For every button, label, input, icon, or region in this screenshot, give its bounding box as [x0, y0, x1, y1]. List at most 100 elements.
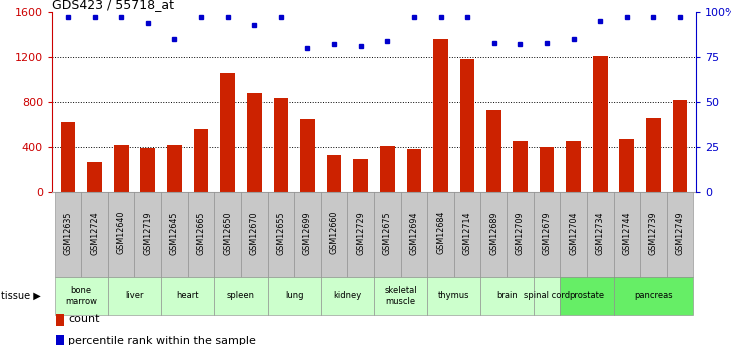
Text: GSM12650: GSM12650: [223, 211, 232, 255]
Bar: [560, 192, 587, 277]
Text: GSM12640: GSM12640: [117, 211, 126, 255]
Bar: [300, 119, 315, 192]
Text: GSM12734: GSM12734: [596, 211, 605, 255]
Bar: [613, 192, 640, 277]
Text: GSM12670: GSM12670: [250, 211, 259, 255]
Bar: [640, 192, 667, 277]
Bar: [321, 192, 347, 277]
Bar: [374, 192, 401, 277]
Text: GSM12744: GSM12744: [622, 211, 632, 255]
Bar: [161, 192, 188, 277]
Bar: [480, 192, 507, 277]
Text: GSM12749: GSM12749: [675, 211, 684, 255]
Text: kidney: kidney: [333, 292, 362, 300]
Text: percentile rank within the sample: percentile rank within the sample: [68, 335, 256, 345]
Bar: [667, 192, 693, 277]
Bar: [374, 277, 427, 315]
Text: bone
marrow: bone marrow: [65, 286, 97, 306]
Bar: [327, 155, 341, 192]
Bar: [460, 59, 474, 192]
Text: GSM12660: GSM12660: [330, 211, 338, 255]
Text: spleen: spleen: [227, 292, 255, 300]
Bar: [433, 39, 448, 192]
Text: GSM12704: GSM12704: [569, 211, 578, 255]
Text: GDS423 / 55718_at: GDS423 / 55718_at: [52, 0, 174, 11]
Text: tissue ▶: tissue ▶: [1, 291, 40, 301]
Text: GSM12714: GSM12714: [463, 211, 471, 255]
Bar: [673, 100, 687, 192]
Bar: [161, 277, 214, 315]
Text: liver: liver: [125, 292, 144, 300]
Bar: [587, 192, 613, 277]
Text: GSM12709: GSM12709: [516, 211, 525, 255]
Bar: [613, 277, 693, 315]
Text: GSM12729: GSM12729: [356, 211, 366, 255]
Bar: [406, 149, 421, 192]
Bar: [513, 141, 528, 192]
Text: heart: heart: [176, 292, 199, 300]
Bar: [427, 277, 480, 315]
Bar: [87, 161, 102, 192]
Text: pancreas: pancreas: [634, 292, 673, 300]
Bar: [61, 122, 75, 192]
Text: GSM12739: GSM12739: [649, 211, 658, 255]
Text: GSM12675: GSM12675: [383, 211, 392, 255]
Bar: [268, 192, 294, 277]
Bar: [220, 73, 235, 192]
Bar: [480, 277, 534, 315]
Bar: [454, 192, 480, 277]
Text: GSM12689: GSM12689: [489, 211, 499, 255]
Bar: [247, 93, 262, 192]
Bar: [560, 277, 613, 315]
Bar: [427, 192, 454, 277]
Bar: [646, 118, 661, 192]
Bar: [140, 148, 155, 192]
Text: GSM12665: GSM12665: [197, 211, 205, 255]
Bar: [401, 192, 427, 277]
Bar: [114, 145, 129, 192]
Bar: [619, 139, 634, 192]
Bar: [534, 192, 560, 277]
Text: GSM12645: GSM12645: [170, 211, 179, 255]
Bar: [55, 192, 81, 277]
Bar: [108, 192, 135, 277]
Text: thymus: thymus: [438, 292, 469, 300]
Bar: [321, 277, 374, 315]
Text: GSM12679: GSM12679: [542, 211, 551, 255]
Bar: [507, 192, 534, 277]
Text: lung: lung: [285, 292, 303, 300]
Bar: [534, 277, 560, 315]
Bar: [273, 98, 288, 192]
Bar: [241, 192, 268, 277]
Bar: [486, 110, 501, 192]
Text: count: count: [68, 315, 99, 325]
Text: GSM12699: GSM12699: [303, 211, 312, 255]
Bar: [108, 277, 161, 315]
Bar: [135, 192, 161, 277]
Bar: [567, 141, 581, 192]
Text: GSM12724: GSM12724: [90, 211, 99, 255]
Bar: [214, 277, 268, 315]
Bar: [593, 56, 607, 192]
Bar: [188, 192, 214, 277]
Bar: [167, 145, 182, 192]
Text: spinal cord: spinal cord: [524, 292, 570, 300]
Text: GSM12684: GSM12684: [436, 211, 445, 255]
Bar: [81, 192, 108, 277]
Text: GSM12655: GSM12655: [276, 211, 285, 255]
Text: GSM12635: GSM12635: [64, 211, 72, 255]
Text: GSM12694: GSM12694: [409, 211, 418, 255]
Bar: [353, 159, 368, 192]
Bar: [380, 146, 395, 192]
Text: brain: brain: [496, 292, 518, 300]
Bar: [268, 277, 321, 315]
Text: prostate: prostate: [569, 292, 605, 300]
Text: skeletal
muscle: skeletal muscle: [385, 286, 417, 306]
Bar: [55, 277, 108, 315]
Bar: [294, 192, 321, 277]
Bar: [347, 192, 374, 277]
Bar: [214, 192, 241, 277]
Bar: [539, 147, 554, 192]
Bar: [194, 129, 208, 192]
Text: GSM12719: GSM12719: [143, 211, 152, 255]
